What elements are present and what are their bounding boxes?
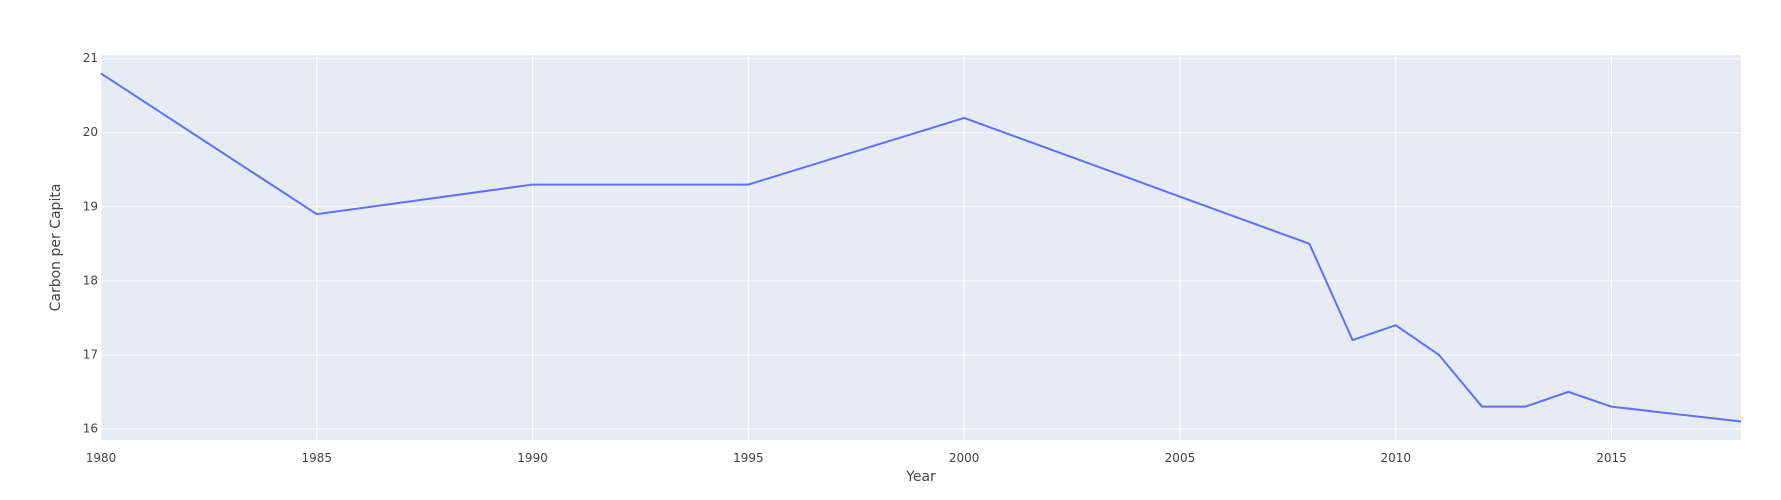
x-gridlines	[100, 55, 1613, 440]
x-axis-title: Year	[905, 469, 936, 485]
y-tick-label: 17	[83, 347, 98, 361]
x-tick-label: 2005	[1165, 451, 1196, 465]
x-tick-labels: 1980 1985 1990 1995 2000 2005 2010 2015	[86, 451, 1627, 465]
data-point	[101, 73, 102, 74]
x-tick-label: 2000	[949, 451, 980, 465]
y-tick-label: 20	[83, 125, 98, 139]
data-point	[1741, 421, 1742, 422]
data-point	[1611, 406, 1612, 407]
y-tick-labels: 16 17 18 19 20 21	[83, 51, 98, 435]
data-point	[748, 184, 749, 185]
data-point	[1482, 406, 1483, 407]
data-point	[532, 184, 533, 185]
data-point	[1438, 354, 1439, 355]
x-tick-label: 2010	[1380, 451, 1411, 465]
data-point	[1395, 325, 1396, 326]
series-layer	[100, 72, 1742, 423]
data-point	[1309, 243, 1310, 244]
data-point	[1352, 340, 1353, 341]
x-tick-label: 1980	[86, 451, 117, 465]
y-axis-title: Carbon per Capita	[48, 184, 64, 312]
x-tick-label: 1995	[733, 451, 764, 465]
data-point	[1568, 391, 1569, 392]
y-tick-label: 19	[83, 199, 98, 213]
x-tick-label: 2015	[1596, 451, 1627, 465]
plot-area	[101, 55, 1741, 440]
data-point	[1525, 406, 1526, 407]
y-tick-label: 18	[83, 273, 98, 287]
series-line	[100, 72, 1742, 423]
y-tick-label: 21	[83, 51, 98, 65]
data-point	[316, 214, 317, 215]
y-tick-label: 16	[83, 421, 98, 435]
data-point	[964, 117, 965, 118]
x-tick-label: 1990	[517, 451, 548, 465]
x-tick-label: 1985	[302, 451, 333, 465]
